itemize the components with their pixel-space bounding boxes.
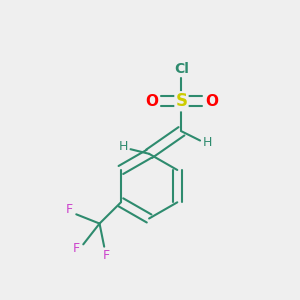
Text: H: H xyxy=(119,140,128,153)
Text: F: F xyxy=(103,249,110,262)
Text: F: F xyxy=(66,203,73,216)
Text: S: S xyxy=(176,92,188,110)
Text: F: F xyxy=(73,242,80,256)
Text: O: O xyxy=(205,94,218,109)
Text: O: O xyxy=(145,94,158,109)
Text: H: H xyxy=(202,136,212,149)
Text: Cl: Cl xyxy=(174,62,189,76)
